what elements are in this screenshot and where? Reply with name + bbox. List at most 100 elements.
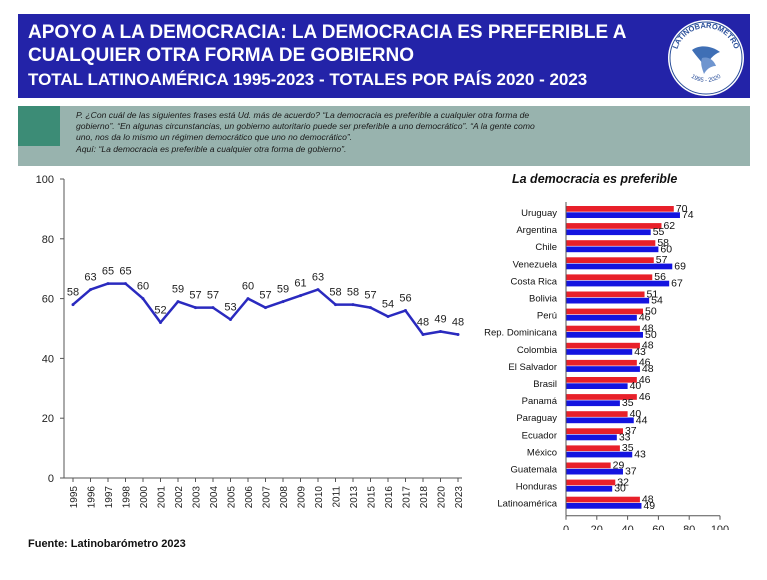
bar-label-2020: 43	[634, 346, 646, 358]
line-point	[264, 306, 267, 310]
title-line-1: APOYO A LA DEMOCRACIA: LA DEMOCRACIA ES …	[28, 22, 627, 43]
line-data-label: 58	[329, 287, 341, 299]
line-point	[124, 282, 127, 286]
bar-category-label: Panamá	[522, 396, 558, 407]
bar-label-2020: 74	[682, 209, 694, 221]
line-point	[159, 321, 162, 325]
line-point	[439, 329, 442, 333]
bar-2020	[566, 503, 642, 509]
bar-category-label: El Salvador	[508, 362, 557, 373]
bar-label-2020: 69	[674, 260, 686, 272]
line-data-label: 56	[399, 293, 411, 305]
line-data-label: 60	[242, 281, 254, 293]
bar-category-label: Chile	[535, 242, 557, 253]
line-point	[421, 332, 425, 336]
line-x-tick-label: 1998	[122, 486, 133, 509]
line-point	[211, 306, 215, 310]
line-point	[299, 294, 302, 298]
bar-2020	[566, 229, 651, 236]
bar-2020	[566, 417, 634, 424]
line-data-label: 63	[84, 272, 96, 284]
line-x-tick-label: 1996	[87, 486, 98, 509]
line-point	[334, 303, 337, 307]
line-data-label: 48	[452, 316, 464, 328]
line-y-tick-label: 80	[42, 234, 54, 246]
bar-2023	[566, 462, 611, 469]
bar-2023	[566, 359, 637, 366]
bar-category-label: Ecuador	[522, 430, 557, 441]
line-x-tick-label: 2020	[437, 486, 448, 509]
bar-label-2023: 48	[642, 340, 654, 352]
bar-2020	[566, 246, 659, 253]
line-point	[351, 303, 355, 307]
line-x-tick-label: 2006	[244, 486, 255, 509]
bar-label-2023: 50	[645, 305, 657, 317]
bar-label-2023: 56	[654, 271, 666, 283]
bar-2023	[566, 428, 623, 434]
title-bar: APOYO A LA DEMOCRACIA: LA DEMOCRACIA ES …	[18, 14, 750, 98]
bar-label-2023: 62	[663, 220, 675, 232]
line-x-tick-label: 2005	[227, 486, 238, 509]
bar-x-tick-label: 60	[652, 524, 664, 530]
bar-2023	[566, 496, 640, 503]
line-data-label: 57	[189, 290, 201, 302]
question-text: P. ¿Con cuál de las siguientes frases es…	[76, 110, 676, 155]
line-point	[316, 288, 320, 292]
line-y-tick-label: 40	[42, 353, 54, 365]
line-x-tick-label: 2007	[262, 486, 273, 509]
line-x-tick-label: 2015	[367, 486, 378, 509]
bar-label-2020: 43	[634, 449, 646, 461]
line-data-label: 53	[224, 302, 236, 314]
bar-label-2023: 48	[642, 494, 654, 506]
bar-label-2020: 54	[651, 295, 663, 307]
line-point	[176, 300, 180, 304]
question-line-1: P. ¿Con cuál de las siguientes frases es…	[76, 110, 530, 120]
source-note: Fuente: Latinobarómetro 2023	[28, 538, 186, 550]
bar-label-2023: 29	[613, 459, 625, 471]
bar-2023	[566, 377, 637, 383]
bar-2023	[566, 223, 662, 229]
bar-label-2020: 67	[671, 278, 683, 290]
line-x-tick-label: 1995	[69, 486, 80, 509]
line-x-tick-label: 2013	[349, 486, 360, 509]
bar-2023	[566, 342, 640, 349]
bar-label-2020: 35	[622, 397, 634, 409]
line-point	[229, 318, 232, 322]
line-data-label: 61	[294, 278, 306, 290]
bar-2023	[566, 291, 645, 298]
bar-category-label: Venezuela	[513, 259, 558, 270]
line-data-label: 54	[382, 299, 394, 311]
line-data-label: 59	[277, 284, 289, 296]
question-box: P. ¿Con cuál de las siguientes frases es…	[18, 106, 750, 166]
line-x-tick-label: 2000	[139, 486, 150, 509]
line-x-tick-label: 2016	[384, 486, 395, 509]
bar-2020	[566, 349, 633, 355]
bar-category-label: Costa Rica	[511, 276, 558, 287]
line-data-label: 57	[207, 290, 219, 302]
line-point	[194, 306, 197, 310]
logo-years: 1995 - 2020	[690, 73, 723, 84]
line-x-tick-label: 2018	[419, 486, 430, 509]
line-data-label: 60	[137, 281, 149, 293]
bar-category-label: Colombia	[517, 345, 558, 356]
line-y-tick-label: 20	[42, 413, 54, 425]
bar-label-2020: 50	[645, 329, 657, 341]
line-x-tick-label: 2002	[174, 486, 185, 509]
bar-label-2020: 49	[643, 500, 655, 512]
bar-category-label: Guatemala	[511, 465, 558, 476]
bar-category-label: Rep. Dominicana	[484, 328, 558, 339]
bar-x-tick-label: 0	[563, 524, 569, 530]
line-point	[404, 309, 407, 313]
bar-category-label: Bolivia	[529, 294, 558, 305]
bar-label-2023: 37	[625, 425, 637, 437]
line-y-tick-label: 0	[48, 473, 54, 485]
bar-2023	[566, 308, 643, 315]
bar-2020	[566, 383, 628, 389]
bar-label-2023: 57	[656, 254, 668, 266]
line-point	[71, 303, 75, 307]
bar-label-2020: 33	[619, 431, 631, 443]
line-point	[281, 300, 285, 304]
bar-category-label: Uruguay	[521, 208, 557, 219]
bar-2020	[566, 297, 650, 304]
